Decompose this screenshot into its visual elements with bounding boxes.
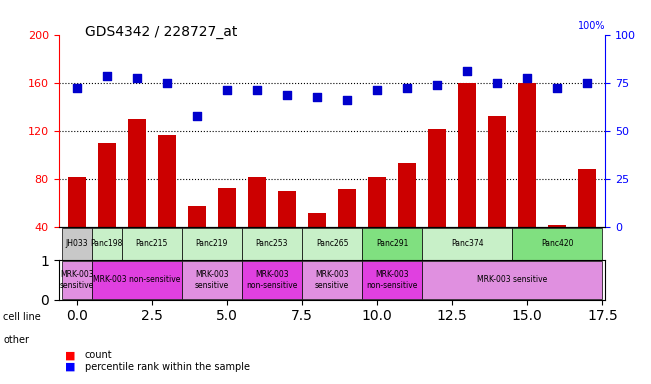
Bar bbox=[548, 225, 566, 275]
Bar bbox=[158, 134, 176, 275]
Text: Panc265: Panc265 bbox=[316, 239, 348, 248]
Bar bbox=[68, 177, 86, 275]
Point bbox=[402, 84, 412, 91]
Text: percentile rank within the sample: percentile rank within the sample bbox=[85, 362, 249, 372]
Bar bbox=[488, 116, 506, 275]
FancyBboxPatch shape bbox=[92, 228, 122, 260]
Text: JH033: JH033 bbox=[65, 239, 88, 248]
FancyBboxPatch shape bbox=[302, 228, 362, 260]
FancyBboxPatch shape bbox=[242, 261, 302, 299]
Text: Panc219: Panc219 bbox=[196, 239, 228, 248]
Point bbox=[372, 87, 382, 93]
FancyBboxPatch shape bbox=[182, 261, 242, 299]
Point bbox=[522, 75, 533, 81]
FancyBboxPatch shape bbox=[62, 261, 92, 299]
Text: Panc374: Panc374 bbox=[451, 239, 484, 248]
Text: Panc253: Panc253 bbox=[256, 239, 288, 248]
FancyBboxPatch shape bbox=[362, 261, 422, 299]
FancyBboxPatch shape bbox=[302, 261, 362, 299]
FancyBboxPatch shape bbox=[422, 261, 602, 299]
Bar bbox=[278, 191, 296, 275]
FancyBboxPatch shape bbox=[92, 261, 182, 299]
FancyBboxPatch shape bbox=[182, 228, 242, 260]
FancyBboxPatch shape bbox=[512, 228, 602, 260]
Point bbox=[191, 113, 202, 119]
Text: MRK-003 non-sensitive: MRK-003 non-sensitive bbox=[93, 275, 180, 285]
Point bbox=[432, 82, 443, 88]
Bar bbox=[458, 83, 477, 275]
Bar bbox=[218, 187, 236, 275]
Text: MRK-003
sensitive: MRK-003 sensitive bbox=[195, 270, 229, 290]
Bar bbox=[368, 177, 386, 275]
Point bbox=[552, 84, 562, 91]
Point bbox=[161, 79, 172, 86]
Text: cell line: cell line bbox=[3, 312, 41, 322]
Text: ■: ■ bbox=[65, 350, 76, 360]
Text: MRK-003
sensitive: MRK-003 sensitive bbox=[59, 270, 94, 290]
Point bbox=[221, 87, 232, 93]
Text: other: other bbox=[3, 335, 29, 345]
FancyBboxPatch shape bbox=[242, 228, 302, 260]
Text: MRK-003
non-sensitive: MRK-003 non-sensitive bbox=[246, 270, 298, 290]
Bar bbox=[308, 213, 326, 275]
Bar bbox=[187, 205, 206, 275]
Bar bbox=[338, 189, 356, 275]
Point bbox=[132, 75, 142, 81]
Bar bbox=[578, 169, 596, 275]
Text: MRK-003
sensitive: MRK-003 sensitive bbox=[315, 270, 349, 290]
Text: ■: ■ bbox=[65, 362, 76, 372]
Text: Panc420: Panc420 bbox=[541, 239, 574, 248]
Text: MRK-003 sensitive: MRK-003 sensitive bbox=[477, 275, 547, 285]
Point bbox=[252, 87, 262, 93]
Bar bbox=[518, 83, 536, 275]
Text: Panc215: Panc215 bbox=[135, 239, 168, 248]
Point bbox=[72, 84, 82, 91]
Point bbox=[492, 79, 503, 86]
Text: count: count bbox=[85, 350, 112, 360]
Point bbox=[102, 73, 112, 79]
Point bbox=[342, 96, 352, 103]
Point bbox=[582, 79, 592, 86]
Point bbox=[282, 92, 292, 98]
Bar bbox=[248, 177, 266, 275]
Text: MRK-003
non-sensitive: MRK-003 non-sensitive bbox=[367, 270, 418, 290]
Point bbox=[462, 68, 473, 74]
Bar bbox=[128, 119, 146, 275]
FancyBboxPatch shape bbox=[362, 228, 422, 260]
Text: Panc198: Panc198 bbox=[90, 239, 123, 248]
Bar bbox=[428, 129, 446, 275]
Text: GDS4342 / 228727_at: GDS4342 / 228727_at bbox=[85, 25, 237, 39]
Text: 100%: 100% bbox=[578, 21, 605, 31]
Bar bbox=[98, 143, 116, 275]
Bar bbox=[398, 164, 416, 275]
FancyBboxPatch shape bbox=[122, 228, 182, 260]
Point bbox=[312, 94, 322, 100]
FancyBboxPatch shape bbox=[62, 228, 92, 260]
Text: Panc291: Panc291 bbox=[376, 239, 408, 248]
FancyBboxPatch shape bbox=[422, 228, 512, 260]
